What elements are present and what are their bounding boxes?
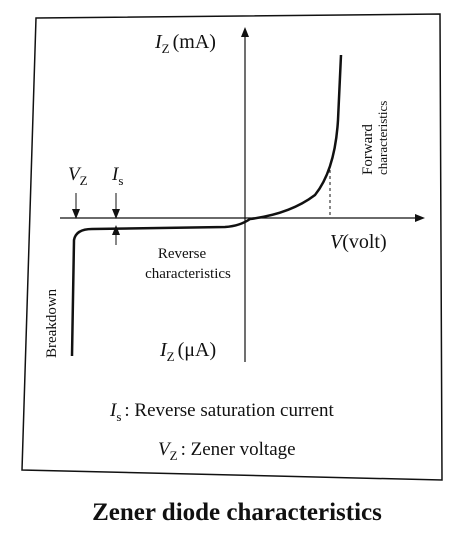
symbol: I	[154, 31, 163, 53]
unit: (mA)	[173, 31, 216, 53]
symbol: V	[68, 164, 82, 185]
characteristic-curve	[70, 54, 343, 357]
legend-item: Is: Reverse saturation current	[109, 400, 335, 424]
subscript: s	[118, 173, 123, 188]
symbol: I	[109, 400, 118, 421]
subscript: Z	[162, 41, 170, 56]
unit: (μA)	[178, 339, 217, 361]
legend-item: VZ: Zener voltage	[158, 439, 296, 463]
symbol: I	[111, 164, 120, 185]
subscript: Z	[80, 173, 88, 188]
unit: (volt)	[342, 231, 386, 253]
caption: Zener diode characteristics	[92, 499, 382, 526]
v-label: V(volt)	[330, 231, 387, 253]
reverse-label: Reverse	[158, 246, 207, 262]
forward-label: Forward characteristics	[360, 101, 390, 175]
reverse-label: characteristics	[145, 266, 231, 282]
iz-ma-label: IZ (mA)	[154, 31, 216, 56]
subscript: Z	[167, 349, 175, 364]
text: : Zener voltage	[181, 439, 296, 460]
text: : Reverse saturation current	[124, 400, 334, 421]
symbol: I	[159, 339, 168, 361]
subscript: Z	[170, 448, 178, 463]
symbol: V	[158, 439, 172, 460]
vz-marker: VZ	[68, 164, 88, 188]
frame	[21, 13, 443, 481]
breakdown-label: Breakdown	[44, 288, 60, 358]
label-line: characteristics	[375, 101, 390, 175]
label-line: Forward	[360, 124, 376, 175]
subscript: s	[116, 409, 121, 424]
symbol: V	[330, 231, 345, 253]
is-marker: Is	[111, 164, 123, 188]
iz-ua-label: IZ (μA)	[159, 339, 216, 364]
